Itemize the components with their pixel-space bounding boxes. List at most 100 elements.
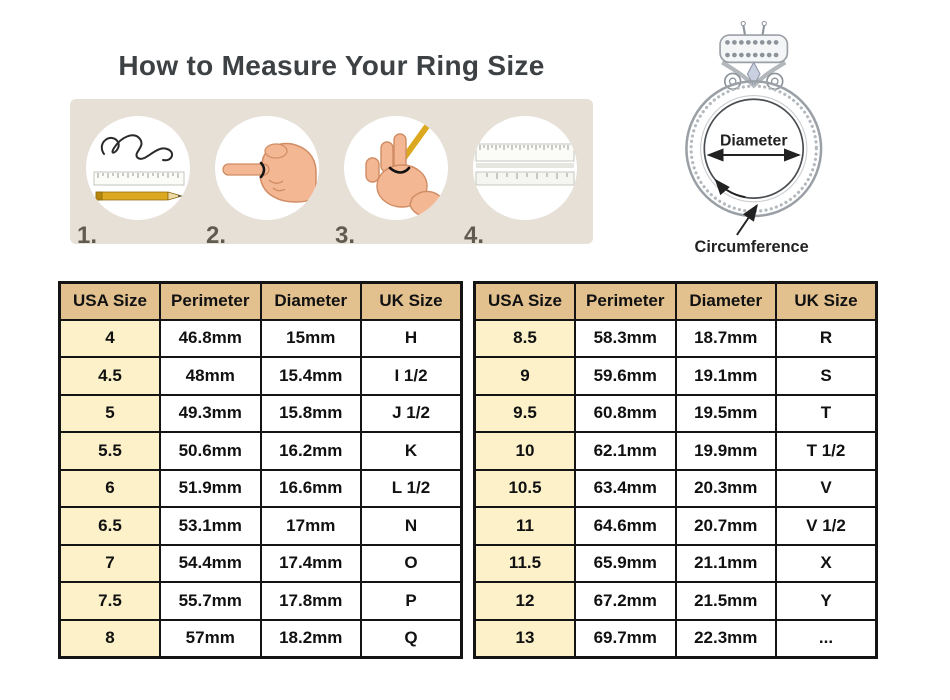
usa-size-cell: 6 — [58, 468, 161, 508]
size-cell: P — [360, 581, 463, 621]
pointing-hand-icon — [222, 142, 317, 203]
size-cell: 54.4mm — [159, 543, 262, 583]
size-cell: 58.3mm — [574, 318, 677, 358]
size-cell: 16.6mm — [259, 468, 362, 508]
step-1: 1. — [77, 115, 190, 249]
size-cell: 20.7mm — [674, 506, 777, 546]
column-header: USA Size — [58, 281, 161, 321]
column-header: Perimeter — [574, 281, 677, 321]
table-row: 5.5 50.6mm 16.2mm K — [58, 431, 463, 471]
table-row: 10 62.1mm 19.9mm T 1/2 — [473, 431, 878, 471]
header-row: USA Size Perimeter Diameter UK Size — [58, 281, 463, 321]
diameter-label: Diameter — [720, 133, 787, 150]
size-cell: J 1/2 — [360, 393, 463, 433]
step-number: 3. — [335, 221, 356, 249]
size-cell: S — [775, 356, 878, 396]
step-number: 2. — [206, 221, 227, 249]
size-cell: 46.8mm — [159, 318, 262, 358]
usa-size-cell: 5 — [58, 393, 161, 433]
size-cell: 17mm — [259, 506, 362, 546]
size-cell: R — [775, 318, 878, 358]
size-cell: H — [360, 318, 463, 358]
size-cell: T — [775, 393, 878, 433]
ring-size-table-left: USA Size Perimeter Diameter UK Size 4 46.8mm 1… — [58, 281, 463, 659]
usa-size-cell: 9.5 — [473, 393, 576, 433]
hand-pen-marking-icon — [365, 118, 444, 218]
size-cell: 15.8mm — [259, 393, 362, 433]
usa-size-cell: 5.5 — [58, 431, 161, 471]
page-title: How to Measure Your Ring Size — [118, 50, 545, 81]
usa-size-cell: 11 — [473, 506, 576, 546]
size-cell: 16.2mm — [259, 431, 362, 471]
size-cell: 19.9mm — [674, 431, 777, 471]
table-row: 7.5 55.7mm 17.8mm P — [58, 581, 463, 621]
size-cell: V 1/2 — [775, 506, 878, 546]
table-row: 13 69.7mm 22.3mm... — [473, 618, 878, 658]
table-row: 4.5 48mm 15.4mm I 1/2 — [58, 356, 463, 396]
table-row: 8.5 58.3mm 18.7mm R — [473, 318, 878, 358]
size-cell: I 1/2 — [360, 356, 463, 396]
table-row: 10.5 63.4mm 20.3mm V — [473, 468, 878, 508]
size-cell: 19.5mm — [674, 393, 777, 433]
size-cell: 17.4mm — [259, 543, 362, 583]
size-cell: 69.7mm — [574, 618, 677, 658]
size-cell: L 1/2 — [360, 468, 463, 508]
usa-size-cell: 7.5 — [58, 581, 161, 621]
size-cell: 21.1mm — [674, 543, 777, 583]
step-4-circle — [473, 115, 577, 220]
usa-size-cell: 6.5 — [58, 506, 161, 546]
size-cell: 20.3mm — [674, 468, 777, 508]
size-cell: 17.8mm — [259, 581, 362, 621]
header-row: USA Size Perimeter Diameter UK Size — [473, 281, 878, 321]
size-cell: V — [775, 468, 878, 508]
table-row: 6.5 53.1mm 17mm N — [58, 506, 463, 546]
size-cell: 57mm — [159, 618, 262, 658]
usa-size-cell: 13 — [473, 618, 576, 658]
usa-size-cell: 4 — [58, 318, 161, 358]
size-cell: 50.6mm — [159, 431, 262, 471]
size-cell: O — [360, 543, 463, 583]
size-cell: K — [360, 431, 463, 471]
circumference-pointer-arrow — [736, 203, 758, 236]
size-cell: 15.4mm — [259, 356, 362, 396]
table-row: 8 57mm 18.2mm Q — [58, 618, 463, 658]
size-cell: 53.1mm — [159, 506, 262, 546]
size-cell: 63.4mm — [574, 468, 677, 508]
size-cell: 48mm — [159, 356, 262, 396]
column-header: Diameter — [259, 281, 362, 321]
size-cell: 59.6mm — [574, 356, 677, 396]
column-header: Perimeter — [159, 281, 262, 321]
table-row: 11 64.6mm 20.7mm V 1/2 — [473, 506, 878, 546]
step-3: 3. — [335, 115, 448, 249]
size-cell: 15mm — [259, 318, 362, 358]
string-ruler-pencil-icon — [93, 133, 185, 201]
ring-halo-head — [719, 34, 789, 64]
size-cell: 67.2mm — [574, 581, 677, 621]
table-row: 5 49.3mm 15.8mm J 1/2 — [58, 393, 463, 433]
table-row: 9.5 60.8mm 19.5mm T — [473, 393, 878, 433]
table-row: 6 51.9mm 16.6mm L 1/2 — [58, 468, 463, 508]
size-cell: 60.8mm — [574, 393, 677, 433]
size-cell: 49.3mm — [159, 393, 262, 433]
step-number: 1. — [77, 221, 98, 249]
step-3-circle — [344, 115, 448, 220]
step-2: 2. — [206, 115, 319, 249]
usa-size-cell: 10.5 — [473, 468, 576, 508]
usa-size-cell: 10 — [473, 431, 576, 471]
usa-size-cell: 9 — [473, 356, 576, 396]
size-cell: N — [360, 506, 463, 546]
column-header: Diameter — [674, 281, 777, 321]
size-cell: 22.3mm — [674, 618, 777, 658]
column-header: UK Size — [775, 281, 878, 321]
size-cell: 55.7mm — [159, 581, 262, 621]
usa-size-cell: 7 — [58, 543, 161, 583]
usa-size-cell: 4.5 — [58, 356, 161, 396]
table-row: 9 59.6mm 19.1mm S — [473, 356, 878, 396]
table-row: 12 67.2mm 21.5mm Y — [473, 581, 878, 621]
usa-size-cell: 11.5 — [473, 543, 576, 583]
size-cell: Q — [360, 618, 463, 658]
ring-size-table-right: USA Size Perimeter Diameter UK Size 8.5 58.3m… — [473, 281, 878, 659]
size-cell: 65.9mm — [574, 543, 677, 583]
ring-measurement-diagram: Diameter Circumference — [685, 20, 823, 256]
